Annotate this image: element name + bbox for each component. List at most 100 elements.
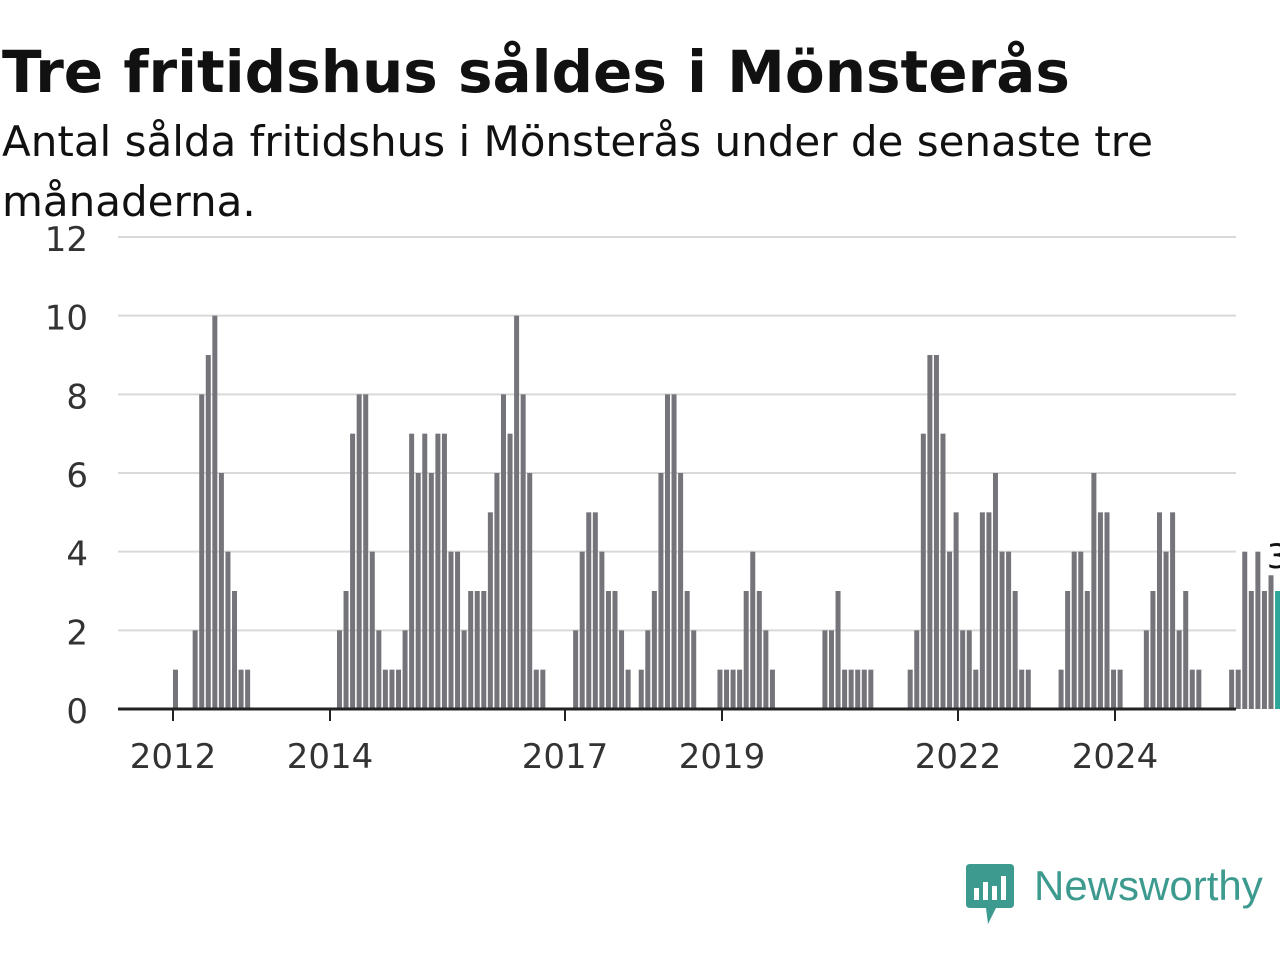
bar [1025, 669, 1031, 709]
bar [205, 355, 211, 709]
bar [1248, 591, 1254, 709]
bar [612, 591, 618, 709]
bar [1156, 512, 1162, 709]
bar [474, 591, 480, 709]
x-tick-label: 2019 [679, 737, 766, 777]
bar [343, 591, 349, 709]
bar [232, 591, 238, 709]
bar [1097, 512, 1103, 709]
bar [527, 473, 533, 709]
x-tick-label: 2024 [1072, 737, 1159, 777]
bar [619, 630, 625, 709]
bar [842, 669, 848, 709]
bar [350, 433, 356, 709]
bar [822, 630, 828, 709]
bar [1183, 591, 1189, 709]
bar [520, 394, 526, 709]
bar [1065, 591, 1071, 709]
bar [605, 591, 611, 709]
bar [494, 473, 500, 709]
x-tick-label: 2014 [287, 737, 374, 777]
bar [999, 551, 1005, 709]
y-tick-label: 6 [66, 456, 88, 496]
bar [973, 669, 979, 709]
bar [664, 394, 670, 709]
bar [724, 669, 730, 709]
bar [737, 669, 743, 709]
bar [678, 473, 684, 709]
brand-name: Newsworthy [1034, 862, 1263, 909]
bar [448, 551, 454, 709]
bar [468, 591, 474, 709]
bar [1268, 575, 1274, 709]
bar [382, 669, 388, 709]
bar [684, 591, 690, 709]
bar [769, 669, 775, 709]
bar [514, 315, 520, 709]
bar [409, 433, 415, 709]
bar [691, 630, 697, 709]
bar [422, 433, 428, 709]
bar [1058, 669, 1064, 709]
bar [336, 630, 342, 709]
bar [940, 433, 946, 709]
bar [481, 591, 487, 709]
bar [730, 669, 736, 709]
bar [1235, 669, 1241, 709]
bar-latest [1275, 591, 1280, 709]
bar [1012, 591, 1018, 709]
bar [992, 473, 998, 709]
bar [763, 630, 769, 709]
bar [625, 669, 631, 709]
bar [1261, 591, 1267, 709]
bar [645, 630, 651, 709]
bar [1078, 551, 1084, 709]
bar [356, 394, 362, 709]
chart-subtitle: Antal sålda fritidshus i Mönsterås under… [2, 117, 1153, 226]
bar [1229, 669, 1235, 709]
bar [225, 551, 231, 709]
bar [396, 669, 402, 709]
bar [861, 669, 867, 709]
bar [907, 669, 913, 709]
bar [369, 551, 375, 709]
bar [920, 433, 926, 709]
chart-title: Tre fritidshus såldes i Mönsterås [2, 38, 1070, 106]
bar [927, 355, 933, 709]
bar [540, 669, 546, 709]
bar [848, 669, 854, 709]
bar [966, 630, 972, 709]
bar [960, 630, 966, 709]
bar [428, 473, 434, 709]
bar [658, 473, 664, 709]
bar [953, 512, 959, 709]
bar [743, 591, 749, 709]
bar [586, 512, 592, 709]
bar [1006, 551, 1012, 709]
bar [756, 591, 762, 709]
x-tick-label: 2012 [130, 737, 217, 777]
bar [1255, 551, 1261, 709]
bar [1242, 551, 1248, 709]
bar [487, 512, 493, 709]
bar [402, 630, 408, 709]
bar [914, 630, 920, 709]
bar [750, 551, 756, 709]
bar [947, 551, 953, 709]
bar [651, 591, 657, 709]
bar [1170, 512, 1176, 709]
bar [1071, 551, 1077, 709]
bar [828, 630, 834, 709]
bar [868, 669, 874, 709]
bar [1163, 551, 1169, 709]
bar [1189, 669, 1195, 709]
bar [1117, 669, 1123, 709]
y-tick-label: 10 [45, 299, 88, 339]
bar [1091, 473, 1097, 709]
bar [1104, 512, 1110, 709]
bar [245, 669, 251, 709]
x-tick-label: 2017 [522, 737, 609, 777]
bar [579, 551, 585, 709]
bar [500, 394, 506, 709]
